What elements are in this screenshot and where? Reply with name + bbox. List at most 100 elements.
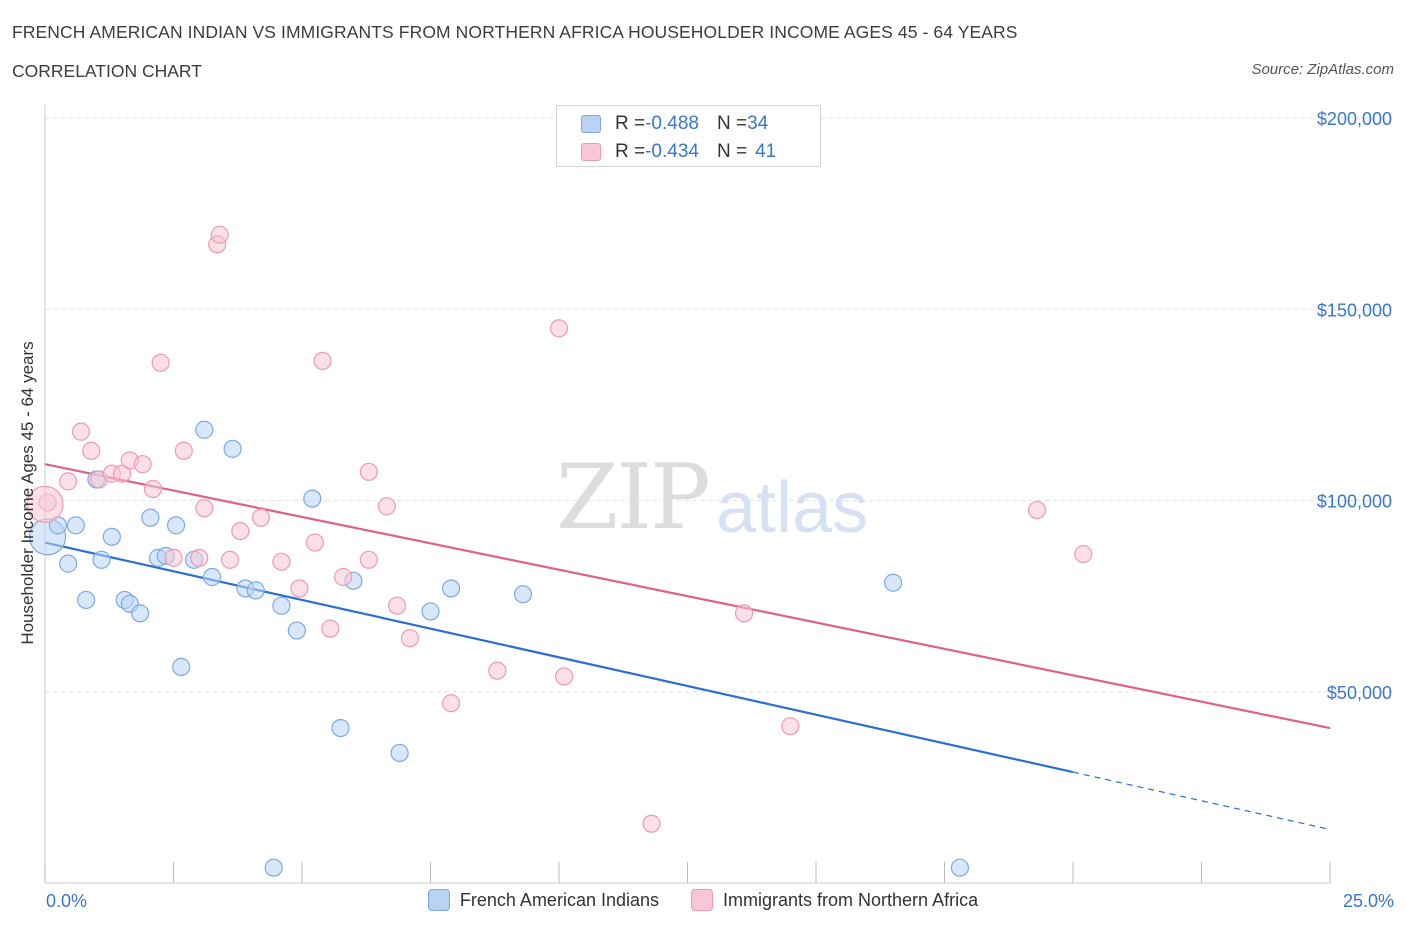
data-point-blue bbox=[223, 439, 242, 458]
data-point-pink bbox=[441, 694, 461, 713]
series-swatch-blue bbox=[427, 889, 450, 911]
data-point-blue bbox=[883, 573, 903, 592]
data-point-blue bbox=[195, 420, 214, 439]
series-legend-label: Immigrants from Northern Africa bbox=[723, 889, 979, 910]
y-tick-label: $200,000 bbox=[1317, 109, 1392, 129]
label-layer: $50,000 $100,000 $150,000 $200,000 bbox=[1317, 109, 1392, 703]
data-point-blue bbox=[264, 858, 283, 877]
watermark-zip: ZIP bbox=[556, 445, 711, 550]
x-tick-label-min: 0.0% bbox=[46, 891, 88, 911]
data-point-blue bbox=[421, 602, 440, 621]
legend-r-value: -0.488 bbox=[645, 113, 699, 134]
trend-line-pink bbox=[44, 463, 1331, 730]
chart-title: FRENCH AMERICAN INDIAN VS IMMIGRANTS FRO… bbox=[12, 22, 1018, 42]
correlation-legend: R = -0.488 N = 34 R = -0.434 N = 41 bbox=[556, 105, 821, 167]
chart-subtitle: CORRELATION CHART bbox=[12, 61, 202, 81]
data-point-pink bbox=[190, 548, 209, 567]
data-point-pink bbox=[220, 550, 240, 569]
data-point-blue bbox=[950, 858, 970, 877]
data-point-blue bbox=[166, 516, 186, 535]
data-point-pink bbox=[359, 550, 378, 569]
legend-n-label: N = bbox=[716, 113, 748, 134]
series-swatch-pink bbox=[691, 889, 714, 911]
data-point-pink bbox=[164, 548, 183, 567]
data-point-pink bbox=[195, 499, 214, 518]
y-axis-label: Householder Income Ages 45 - 64 years bbox=[18, 341, 37, 645]
data-point-pink bbox=[400, 629, 420, 648]
trend-layer bbox=[44, 463, 1331, 831]
data-point-pink bbox=[321, 619, 340, 638]
axis-layer bbox=[44, 105, 1331, 884]
data-point-pink bbox=[387, 596, 407, 615]
data-point-pink bbox=[112, 464, 132, 483]
data-point-pink bbox=[313, 351, 332, 370]
data-point-pink bbox=[1074, 544, 1093, 564]
legend-r-value: -0.434 bbox=[645, 141, 699, 162]
data-point-pink bbox=[251, 508, 270, 527]
legend-n-label: N = bbox=[716, 141, 748, 162]
data-point-pink bbox=[151, 353, 170, 372]
data-point-pink bbox=[549, 319, 569, 338]
legend-row-blue: R = -0.488 N = 34 bbox=[581, 112, 768, 136]
y-tick-label: $150,000 bbox=[1317, 300, 1392, 320]
data-point-pink bbox=[26, 485, 64, 523]
legend-swatch-blue bbox=[581, 115, 601, 133]
data-point-blue bbox=[287, 621, 306, 640]
watermark-atlas: atlas bbox=[716, 468, 869, 548]
data-point-blue bbox=[390, 743, 409, 763]
legend-row-pink: R = -0.434 N = 41 bbox=[581, 140, 776, 164]
series-legend-item-blue: French American Indians bbox=[427, 889, 660, 911]
data-point-pink bbox=[555, 667, 574, 686]
data-point-blue bbox=[513, 585, 533, 604]
data-point-blue bbox=[303, 489, 322, 508]
data-point-pink bbox=[272, 552, 291, 571]
series-legend-item-pink: Immigrants from Northern Africa bbox=[691, 889, 978, 911]
legend-r-label: R = bbox=[615, 113, 646, 134]
data-point-blue bbox=[92, 550, 111, 569]
data-point-blue bbox=[172, 657, 191, 676]
data-point-pink bbox=[642, 814, 661, 833]
data-point-pink bbox=[82, 441, 101, 460]
data-point-blue bbox=[130, 604, 150, 623]
grid-layer bbox=[45, 117, 1392, 693]
data-point-blue bbox=[141, 508, 160, 527]
data-point-blue bbox=[102, 527, 121, 546]
data-point-pink bbox=[734, 604, 754, 623]
data-point-blue bbox=[66, 516, 85, 535]
legend-r-label: R = bbox=[615, 141, 646, 162]
data-point-pink bbox=[133, 455, 152, 474]
legend-n-value: 34 bbox=[747, 113, 769, 134]
y-tick-label: $50,000 bbox=[1327, 683, 1392, 703]
data-point-pink bbox=[334, 567, 353, 587]
data-point-pink bbox=[174, 441, 193, 460]
data-point-pink bbox=[290, 579, 309, 598]
data-point-blue bbox=[441, 579, 461, 598]
data-point-pink bbox=[210, 225, 229, 244]
data-point-pink bbox=[59, 472, 78, 491]
data-point-blue bbox=[77, 590, 96, 610]
data-point-pink bbox=[1027, 500, 1047, 520]
source-label: Source: ZipAtlas.com bbox=[1251, 61, 1394, 78]
series-legend-label: French American Indians bbox=[459, 889, 660, 910]
data-point-blue bbox=[59, 554, 78, 573]
data-point-pink bbox=[143, 479, 163, 499]
x-tick-label-max: 25.0% bbox=[1342, 891, 1394, 911]
data-point-pink bbox=[488, 661, 507, 680]
series-legend: French American Indians Immigrants from … bbox=[0, 889, 1406, 911]
data-point-pink bbox=[377, 497, 396, 516]
data-point-pink bbox=[359, 462, 378, 481]
data-point-pink bbox=[71, 422, 91, 441]
data-point-blue bbox=[202, 567, 222, 587]
data-point-pink bbox=[231, 521, 250, 541]
data-point-blue bbox=[246, 581, 265, 600]
data-point-blue bbox=[331, 718, 350, 738]
trend-line-blue-extrapolated bbox=[1072, 771, 1331, 831]
data-point-blue bbox=[272, 596, 291, 615]
legend-swatch-pink bbox=[581, 143, 601, 161]
point-layer bbox=[26, 225, 1093, 877]
y-tick-label: $100,000 bbox=[1317, 492, 1392, 512]
data-point-pink bbox=[781, 717, 800, 736]
trend-line-blue bbox=[44, 541, 1074, 774]
data-point-pink bbox=[305, 533, 324, 552]
